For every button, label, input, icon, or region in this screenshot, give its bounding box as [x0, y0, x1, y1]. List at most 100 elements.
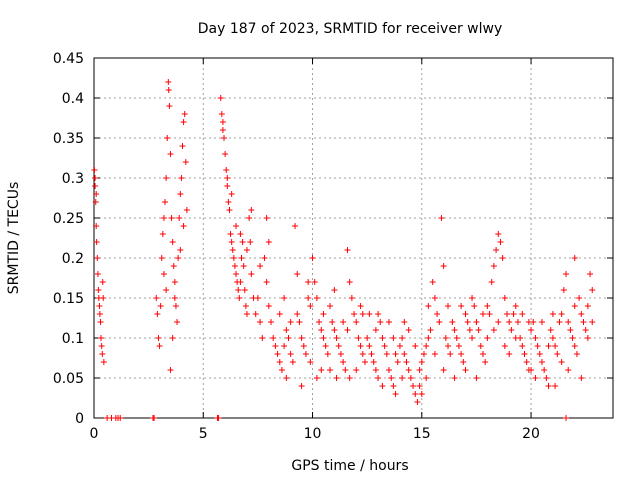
data-point — [91, 167, 98, 173]
y-tick-label: 0.2 — [62, 251, 84, 267]
data-point — [248, 271, 255, 277]
data-point — [372, 327, 379, 333]
data-point — [565, 319, 572, 325]
data-point — [501, 295, 508, 301]
data-point — [416, 383, 423, 389]
data-point — [294, 271, 301, 277]
data-point — [517, 335, 524, 341]
data-point — [425, 335, 432, 341]
data-point — [162, 199, 169, 205]
data-points — [91, 79, 596, 421]
data-point — [392, 351, 399, 357]
data-point — [100, 295, 107, 301]
data-point — [504, 311, 511, 317]
data-point — [523, 359, 530, 365]
data-point — [549, 311, 556, 317]
data-point — [357, 303, 364, 309]
data-point — [265, 303, 272, 309]
data-point — [333, 375, 340, 381]
data-point — [563, 271, 570, 277]
data-point — [154, 311, 161, 317]
data-point — [240, 263, 247, 269]
data-point — [318, 367, 325, 373]
data-point — [174, 319, 181, 325]
data-point — [263, 215, 270, 221]
data-point — [158, 255, 165, 261]
data-point — [93, 239, 100, 245]
data-point — [403, 359, 410, 365]
data-point — [396, 343, 403, 349]
y-tick-label: 0 — [75, 411, 84, 427]
data-point — [318, 327, 325, 333]
data-point — [571, 255, 578, 261]
data-point — [272, 343, 279, 349]
data-point — [425, 303, 432, 309]
data-point — [547, 327, 554, 333]
data-point — [383, 351, 390, 357]
data-point — [333, 335, 340, 341]
data-point — [156, 343, 163, 349]
data-point — [226, 207, 233, 213]
data-point — [464, 319, 471, 325]
data-point — [495, 231, 502, 237]
data-point — [231, 263, 238, 269]
data-point — [320, 311, 327, 317]
x-tick-label: 5 — [199, 426, 208, 442]
data-point — [543, 375, 550, 381]
data-point — [493, 247, 500, 253]
data-point — [168, 215, 175, 221]
data-point — [96, 303, 103, 309]
data-point — [335, 343, 342, 349]
y-tick-label: 0.05 — [53, 371, 84, 387]
data-point — [342, 367, 349, 373]
data-point — [429, 279, 436, 285]
data-point — [274, 351, 281, 357]
data-point — [458, 303, 465, 309]
data-point — [423, 375, 430, 381]
data-point — [223, 167, 230, 173]
data-point — [94, 255, 101, 261]
data-point — [479, 311, 486, 317]
data-point — [477, 343, 484, 349]
tick-labels: 0 5 10 15 20 0 0.05 0.1 0.15 0.2 0.25 0.3 0.35 0.4 0.4… — [53, 51, 540, 442]
data-point — [462, 367, 469, 373]
data-point — [183, 207, 190, 213]
data-point — [296, 319, 303, 325]
data-point — [346, 279, 353, 285]
data-point — [309, 255, 316, 261]
data-point — [584, 303, 591, 309]
data-point — [552, 343, 559, 349]
data-point — [241, 287, 248, 293]
data-point — [97, 319, 104, 325]
data-point — [418, 391, 425, 397]
data-point — [490, 327, 497, 333]
data-point — [532, 375, 539, 381]
data-point — [221, 135, 228, 141]
data-point — [462, 311, 469, 317]
data-point — [344, 247, 351, 253]
data-point — [370, 359, 377, 365]
data-point — [257, 263, 264, 269]
data-point — [512, 303, 519, 309]
data-point — [434, 311, 441, 317]
data-point — [538, 319, 545, 325]
data-point — [305, 279, 312, 285]
data-point — [228, 191, 235, 197]
chart-title: Day 187 of 2023, SRMTID for receiver wlw… — [198, 21, 503, 37]
data-point — [381, 343, 388, 349]
data-point — [455, 343, 462, 349]
data-point — [499, 255, 506, 261]
data-point — [379, 335, 386, 341]
data-point — [329, 319, 336, 325]
data-point — [92, 199, 99, 205]
data-point — [225, 199, 232, 205]
data-point — [471, 303, 478, 309]
data-point — [165, 87, 172, 93]
data-point — [215, 415, 222, 421]
data-point — [508, 327, 515, 333]
data-point — [364, 335, 371, 341]
data-point — [536, 351, 543, 357]
data-point — [372, 367, 379, 373]
data-point — [519, 311, 526, 317]
data-point — [440, 367, 447, 373]
